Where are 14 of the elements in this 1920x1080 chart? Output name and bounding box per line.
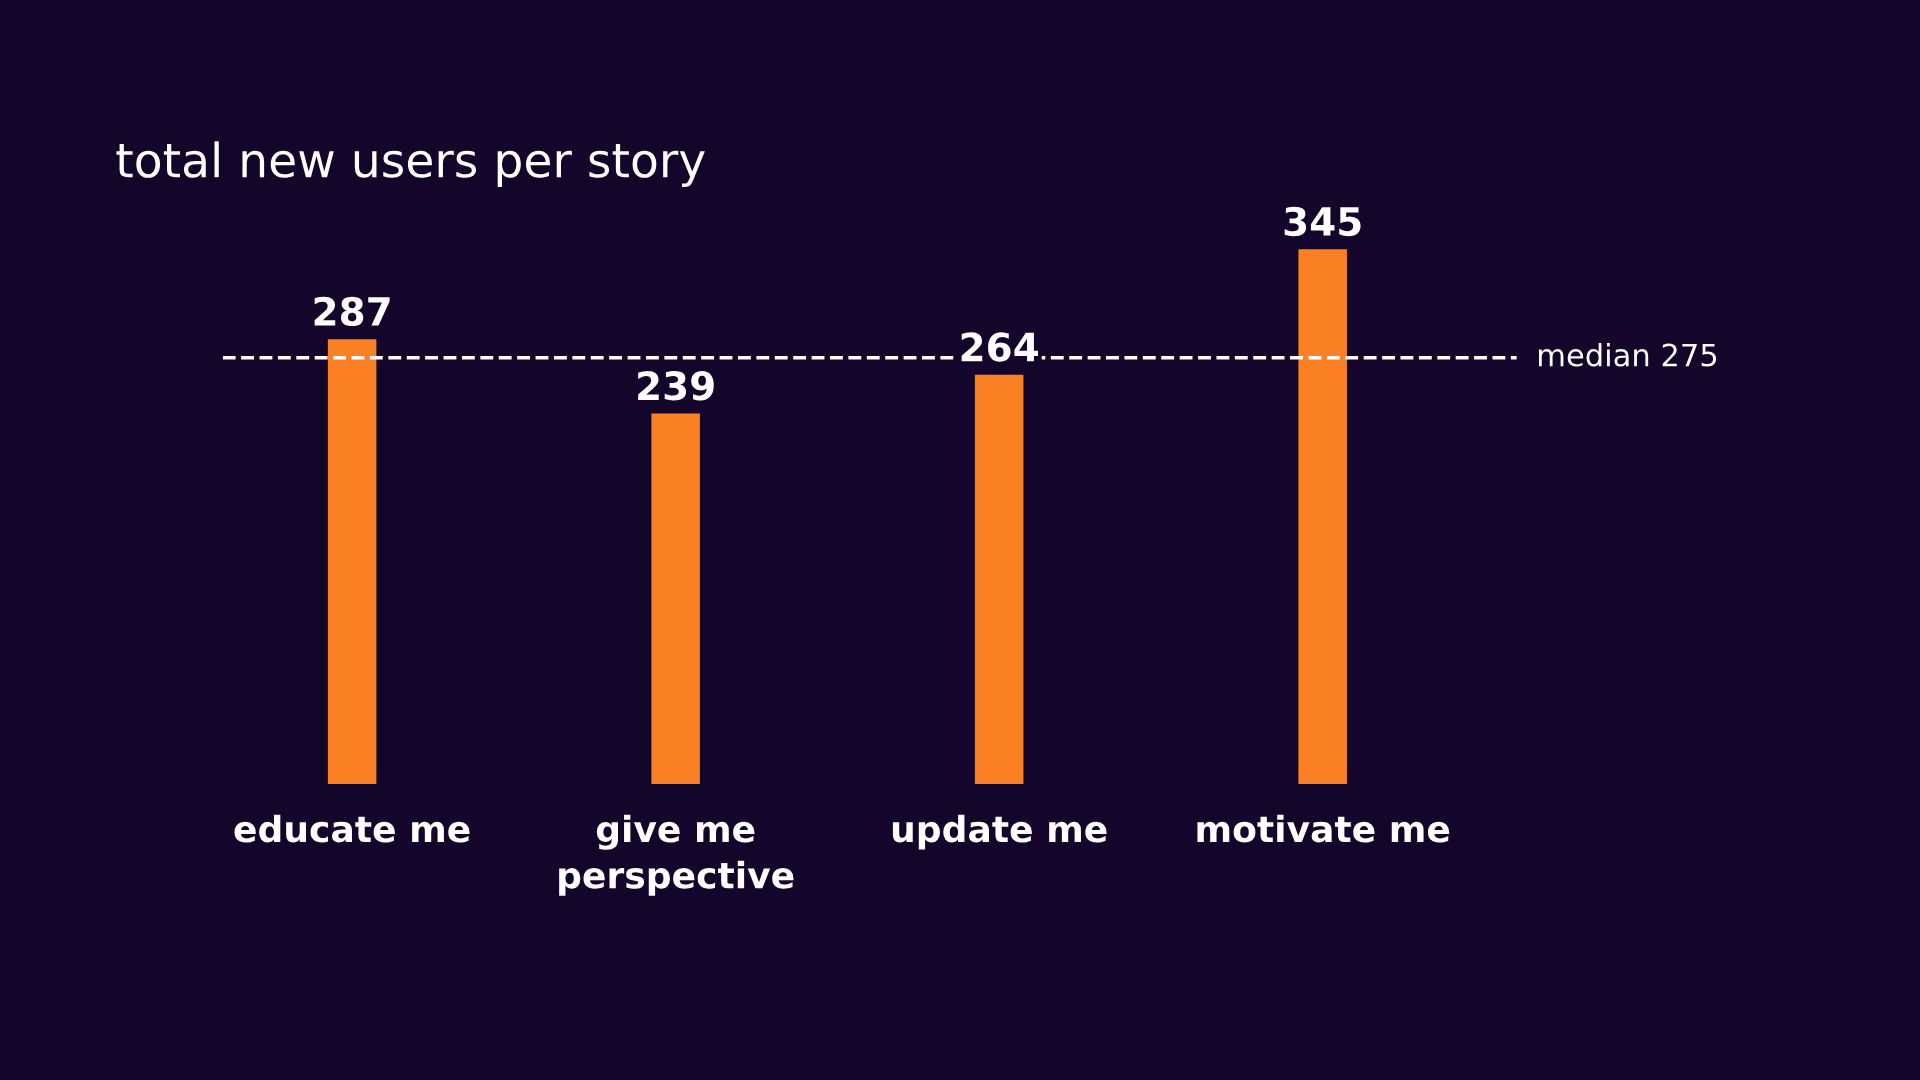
bar bbox=[1298, 249, 1347, 785]
data-label: 239 bbox=[638, 371, 714, 401]
data-label: 345 bbox=[1284, 206, 1361, 237]
x-tick-label: motivate me bbox=[1197, 814, 1450, 843]
data-label: 287 bbox=[314, 296, 390, 327]
bar bbox=[974, 374, 1024, 785]
data-label: 264 bbox=[961, 332, 1038, 362]
bar bbox=[327, 339, 377, 785]
bar bbox=[651, 413, 700, 785]
x-tick-label: educate me bbox=[234, 814, 470, 843]
x-tick-label: give me perspective bbox=[559, 814, 794, 896]
chart-title: total new users per story bbox=[116, 141, 705, 188]
x-tick-label: update me bbox=[892, 814, 1107, 850]
ref-line-label: median 275 bbox=[1538, 342, 1717, 367]
